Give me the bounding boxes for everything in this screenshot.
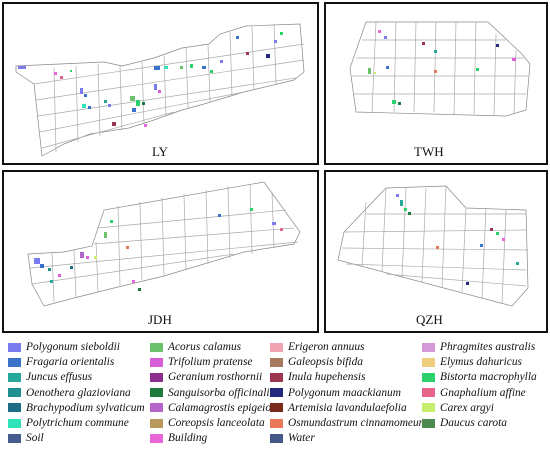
legend-swatch <box>270 403 283 413</box>
legend-swatch <box>150 357 163 367</box>
legend-swatch <box>8 388 21 398</box>
legend-swatch <box>422 403 435 413</box>
legend-item: Daucus carota <box>422 416 507 430</box>
panel-twh: TWH <box>324 2 548 165</box>
legend-label: Elymus dahuricus <box>440 356 522 369</box>
legend-swatch <box>270 418 283 428</box>
legend-label: Acorus calamus <box>168 341 242 353</box>
legend-item: Calamagrostis epigeios <box>150 401 275 415</box>
legend-item: Phragmites australis <box>422 340 535 354</box>
legend-swatch <box>150 433 163 443</box>
legend-swatch <box>150 418 163 428</box>
legend-item: Galeopsis bifida <box>270 355 363 369</box>
legend-swatch <box>8 433 21 443</box>
legend-item: Fragaria orientalis <box>8 355 114 369</box>
legend-item: Sanguisorba officinalis <box>150 386 274 400</box>
legend-label: Fragaria orientalis <box>26 356 115 369</box>
legend-item: Oenothera glazioviana <box>8 386 131 400</box>
legend-item: Artemisia lavandulaefolia <box>270 401 407 415</box>
legend-swatch <box>422 342 435 352</box>
jdh-vegetation-dots <box>34 208 283 291</box>
legend-label: Osmundastrum cinnamomeum <box>288 417 427 429</box>
legend-item: Carex argyi <box>422 401 494 415</box>
legend-label: Sanguisorba officinalis <box>168 386 275 399</box>
legend-label: Soil <box>26 432 44 445</box>
legend-swatch <box>422 388 435 398</box>
legend-item: Polygonum sieboldii <box>8 340 120 354</box>
panel-qzh: QZH <box>324 170 548 333</box>
legend-label: Oenothera glazioviana <box>26 386 131 399</box>
legend-swatch <box>270 357 283 367</box>
legend-item: Trifolium pratense <box>150 355 253 369</box>
legend-label: Gnaphalium affine <box>440 386 526 399</box>
legend-item: Brachypodium sylvaticum <box>8 401 145 415</box>
legend-item: Gnaphalium affine <box>422 386 526 400</box>
legend-swatch <box>8 403 21 413</box>
legend-swatch <box>8 418 21 428</box>
qzh-vegetation-dots <box>396 194 519 285</box>
legend-label: Polytrichum commune <box>26 417 129 429</box>
legend-swatch <box>8 357 21 367</box>
legend-item: Geranium rosthornii <box>150 370 262 384</box>
legend-swatch <box>270 342 283 352</box>
legend-label: Geranium rosthornii <box>168 371 263 384</box>
legend-label: Brachypodium sylvaticum <box>26 401 145 414</box>
legend-label: Juncus effusus <box>26 371 93 384</box>
ly-grid-map <box>15 23 305 157</box>
legend-swatch <box>270 433 283 443</box>
legend-label: Polygonum sieboldii <box>26 341 120 353</box>
qzh-grid-map <box>337 185 529 307</box>
legend-item: Polytrichum commune <box>8 416 129 430</box>
legend-item: Acorus calamus <box>150 340 241 354</box>
legend-item: Water <box>270 431 315 445</box>
legend-label: Galeopsis bifida <box>288 356 363 369</box>
legend-label: Bistorta macrophylla <box>440 371 537 384</box>
legend-label: Inula hupehensis <box>288 371 366 384</box>
panel-jdh: JDH <box>2 170 319 333</box>
legend-label: Polygonum maackianum <box>288 386 401 399</box>
panel-label-qzh: QZH <box>416 312 443 327</box>
twh-vegetation-dots <box>368 30 516 105</box>
legend-item: Bistorta macrophylla <box>422 370 537 384</box>
legend-item: Osmundastrum cinnamomeum <box>270 416 427 430</box>
jdh-grid-map <box>27 181 301 307</box>
legend-item: Erigeron annuus <box>270 340 364 354</box>
legend-swatch <box>8 342 21 352</box>
twh-grid-map <box>349 21 531 117</box>
legend-swatch <box>8 372 21 382</box>
legend-item: Juncus effusus <box>8 370 92 384</box>
legend-item: Elymus dahuricus <box>422 355 522 369</box>
legend-item: Coreopsis lanceolata <box>150 416 265 430</box>
legend-label: Erigeron annuus <box>288 341 365 353</box>
legend-swatch <box>270 372 283 382</box>
legend-item: Soil <box>8 431 44 445</box>
legend-label: Coreopsis lanceolata <box>168 417 265 429</box>
legend-swatch <box>150 372 163 382</box>
legend-label: Trifolium pratense <box>168 356 253 369</box>
panel-label-twh: TWH <box>414 144 444 159</box>
panel-label-ly: LY <box>152 144 169 159</box>
panel-label-jdh: JDH <box>148 312 172 327</box>
legend-label: Water <box>288 432 315 445</box>
legend-swatch <box>150 403 163 413</box>
legend-swatch <box>270 388 283 398</box>
legend-item: Polygonum maackianum <box>270 386 401 400</box>
legend-swatch <box>150 342 163 352</box>
legend-swatch <box>422 418 435 428</box>
legend-swatch <box>422 372 435 382</box>
legend-label: Carex argyi <box>440 401 494 414</box>
legend-swatch <box>422 357 435 367</box>
panel-ly: LY <box>2 2 319 165</box>
legend-label: Daucus carota <box>440 417 507 429</box>
legend-label: Phragmites australis <box>440 341 536 353</box>
legend-label: Artemisia lavandulaefolia <box>288 401 407 414</box>
legend-label: Calamagrostis epigeios <box>168 401 276 414</box>
legend-item: Inula hupehensis <box>270 370 366 384</box>
ly-vegetation-dots <box>18 32 283 127</box>
legend: Polygonum sieboldii Fragaria orientalis Ju… <box>8 340 548 450</box>
legend-label: Building <box>168 432 208 445</box>
legend-swatch <box>150 388 163 398</box>
legend-item: Building <box>150 431 207 445</box>
